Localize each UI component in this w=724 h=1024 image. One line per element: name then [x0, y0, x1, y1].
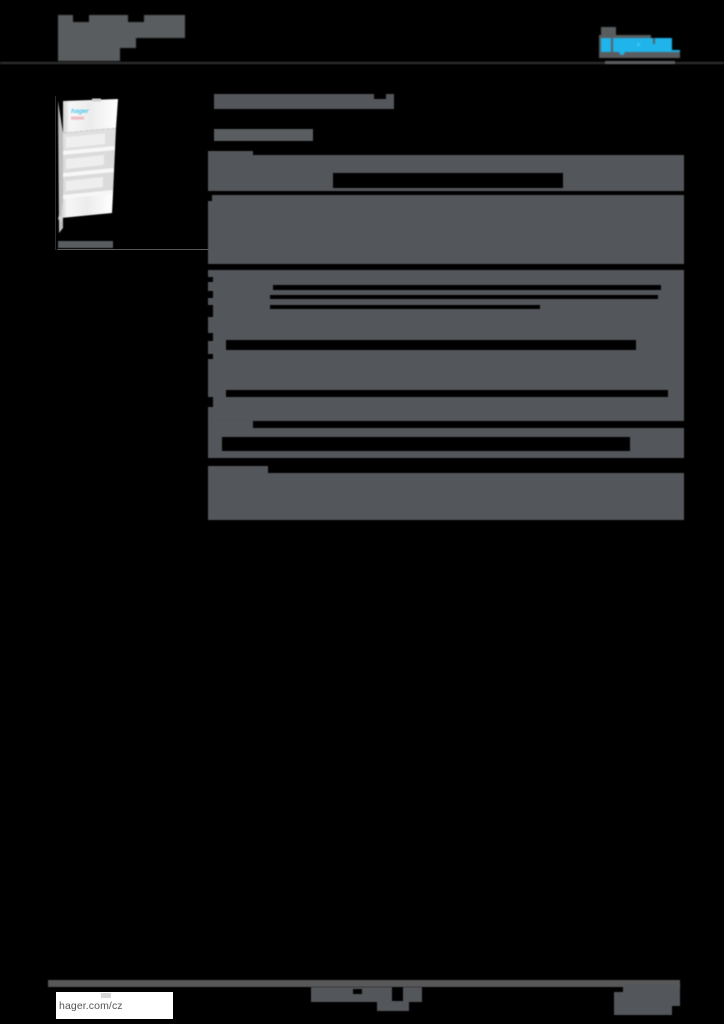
svg-text:hager: hager	[71, 108, 89, 115]
